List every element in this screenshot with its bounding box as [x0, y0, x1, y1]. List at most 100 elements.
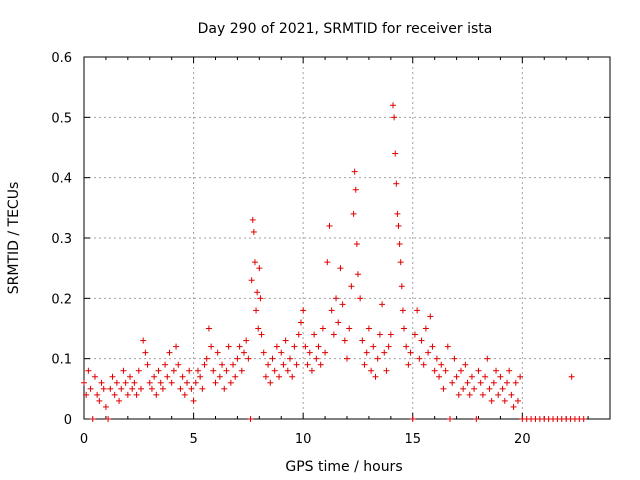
data-point [376, 331, 383, 338]
data-point [403, 343, 410, 350]
data-point [250, 228, 257, 235]
data-point [120, 367, 127, 374]
data-point [391, 114, 398, 121]
data-point [256, 265, 263, 272]
data-point [107, 385, 114, 392]
y-tick-label: 0.4 [51, 172, 72, 187]
data-point [85, 367, 92, 374]
data-point [486, 385, 493, 392]
data-point [175, 361, 182, 368]
data-point [348, 283, 355, 290]
data-point [240, 349, 247, 356]
data-point [247, 416, 254, 422]
data-point [468, 373, 475, 380]
data-point [409, 416, 416, 422]
x-tick-label: 0 [80, 432, 88, 447]
data-point [205, 325, 212, 332]
data-point [291, 343, 298, 350]
data-point [234, 355, 241, 362]
data-point [98, 379, 105, 386]
data-point [416, 355, 423, 362]
data-point [457, 367, 464, 374]
data-point [300, 307, 307, 314]
data-point [255, 325, 262, 332]
data-point [151, 373, 158, 380]
data-point [422, 325, 429, 332]
data-point [308, 367, 315, 374]
data-point [289, 373, 296, 380]
data-point [425, 349, 432, 356]
data-point [157, 379, 164, 386]
data-point [449, 379, 456, 386]
data-point [429, 343, 436, 350]
data-point [503, 379, 510, 386]
data-point [260, 349, 267, 356]
data-point [284, 367, 291, 374]
grid [84, 57, 610, 419]
data-point [131, 379, 138, 386]
data-point [83, 391, 90, 398]
data-point [506, 367, 513, 374]
data-point [392, 150, 399, 157]
data-point [212, 379, 219, 386]
data-point [179, 373, 186, 380]
data-point [381, 349, 388, 356]
data-point [471, 385, 478, 392]
data-point [351, 168, 358, 175]
data-point [405, 361, 412, 368]
series-srmtid [81, 102, 587, 422]
data-point [135, 367, 142, 374]
data-point [170, 367, 177, 374]
data-point [197, 373, 204, 380]
data-point [144, 361, 151, 368]
y-tick-label: 0.2 [51, 292, 72, 307]
data-point [411, 331, 418, 338]
data-point [89, 416, 96, 422]
data-point [293, 361, 300, 368]
data-point [512, 379, 519, 386]
data-point [214, 349, 221, 356]
data-point [129, 385, 136, 392]
y-tick-label: 0.6 [51, 51, 72, 66]
data-point [464, 379, 471, 386]
data-point [100, 385, 107, 392]
data-point [322, 349, 329, 356]
data-point [330, 331, 337, 338]
data-point [580, 416, 587, 422]
data-point [324, 259, 331, 266]
data-point [442, 367, 449, 374]
data-point [249, 216, 256, 223]
data-point [188, 385, 195, 392]
data-point [105, 416, 112, 422]
data-point [477, 379, 484, 386]
data-point [262, 373, 269, 380]
data-point [482, 373, 489, 380]
data-point [395, 222, 402, 229]
data-point [111, 391, 118, 398]
data-point [124, 391, 131, 398]
data-point [394, 210, 401, 217]
data-point [433, 355, 440, 362]
data-point [159, 385, 166, 392]
data-point [495, 391, 502, 398]
data-point [251, 259, 258, 266]
data-point [273, 343, 280, 350]
data-point [81, 379, 87, 386]
data-point [245, 355, 252, 362]
data-point [87, 385, 94, 392]
data-point [346, 325, 353, 332]
data-point [514, 397, 521, 404]
y-tick-label: 0.5 [51, 111, 72, 126]
data-point [133, 391, 140, 398]
data-point [306, 349, 313, 356]
data-point [225, 343, 232, 350]
data-point [390, 102, 397, 109]
data-point [341, 337, 348, 344]
data-point [109, 373, 116, 380]
data-point [499, 385, 506, 392]
data-point [127, 373, 134, 380]
data-point [168, 379, 175, 386]
data-point [203, 355, 210, 362]
data-point [508, 391, 515, 398]
data-point [427, 313, 434, 320]
